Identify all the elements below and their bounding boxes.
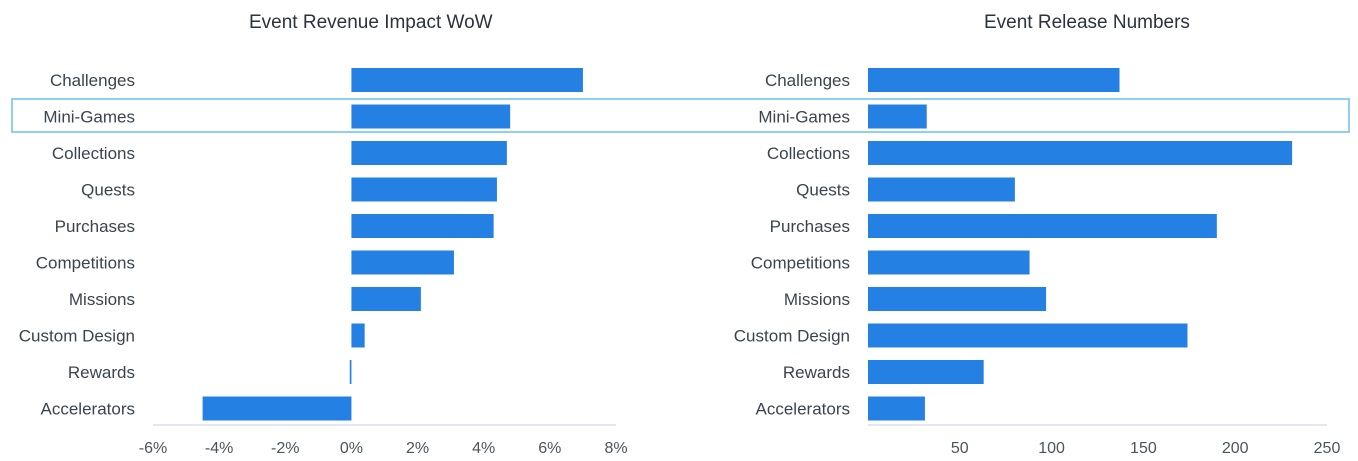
category-label: Accelerators [41, 400, 135, 419]
category-label: Competitions [751, 254, 850, 273]
bar-challenges[interactable] [351, 68, 583, 92]
category-label: Mini-Games [43, 108, 135, 127]
release-numbers-chart: Event Release Numbers Challenges Mini-Gam… [660, 0, 1358, 461]
x-tick-label: 200 [1222, 440, 1249, 457]
bar-accelerators[interactable] [202, 396, 352, 421]
category-label: Rewards [783, 363, 850, 382]
bar-collections[interactable] [868, 141, 1293, 165]
bar-rewards[interactable] [868, 360, 984, 384]
bar-challenges[interactable] [868, 68, 1120, 92]
category-label: Challenges [765, 71, 850, 90]
bar-collections[interactable] [351, 141, 507, 165]
x-tick-label: 2% [406, 440, 429, 457]
release-numbers-plot: Challenges Mini-Games Collections Quests Pur… [734, 68, 1341, 457]
revenue-impact-chart: Event Revenue Impact WoW Challenges Mini-… [0, 0, 660, 461]
category-label: Custom Design [19, 327, 135, 346]
category-label: Rewards [68, 363, 135, 382]
category-label: Quests [796, 181, 850, 200]
category-label: Challenges [50, 71, 135, 90]
x-tick-label: 6% [538, 440, 561, 457]
x-tick-label: -6% [139, 440, 167, 457]
revenue-impact-plot: Challenges Mini-Games Collections Quests Pur… [19, 68, 628, 457]
bar-mini-games[interactable] [868, 104, 927, 129]
category-label: Missions [784, 290, 850, 309]
bar-quests[interactable] [351, 177, 497, 202]
category-label: Accelerators [756, 400, 850, 419]
category-label: Purchases [770, 217, 850, 236]
bar-accelerators[interactable] [868, 396, 925, 421]
category-label: Collections [52, 144, 135, 163]
x-tick-label: 0% [340, 440, 363, 457]
bar-custom-design[interactable] [351, 323, 365, 348]
category-label: Collections [767, 144, 850, 163]
chart-title: Event Revenue Impact WoW [249, 12, 493, 33]
bar-purchases[interactable] [868, 214, 1217, 238]
bar-purchases[interactable] [351, 214, 494, 238]
category-label: Missions [69, 290, 135, 309]
x-tick-label: -2% [271, 440, 299, 457]
x-tick-label: 4% [472, 440, 495, 457]
category-label: Quests [81, 181, 135, 200]
x-tick-label: 150 [1130, 440, 1157, 457]
x-tick-label: 8% [604, 440, 627, 457]
bar-missions[interactable] [351, 287, 421, 311]
category-label: Mini-Games [758, 108, 850, 127]
bar-rewards[interactable] [349, 360, 352, 384]
bar-missions[interactable] [868, 287, 1047, 311]
bar-competitions[interactable] [868, 250, 1030, 275]
chart-title: Event Release Numbers [984, 12, 1190, 33]
bar-mini-games[interactable] [351, 104, 511, 129]
category-label: Purchases [55, 217, 135, 236]
bar-competitions[interactable] [351, 250, 454, 275]
x-tick-label: 250 [1314, 440, 1341, 457]
bar-quests[interactable] [868, 177, 1015, 202]
x-tick-label: 50 [951, 440, 969, 457]
category-label: Competitions [36, 254, 135, 273]
x-tick-label: 100 [1038, 440, 1065, 457]
x-tick-label: -4% [205, 440, 233, 457]
bar-custom-design[interactable] [868, 323, 1188, 348]
category-label: Custom Design [734, 327, 850, 346]
